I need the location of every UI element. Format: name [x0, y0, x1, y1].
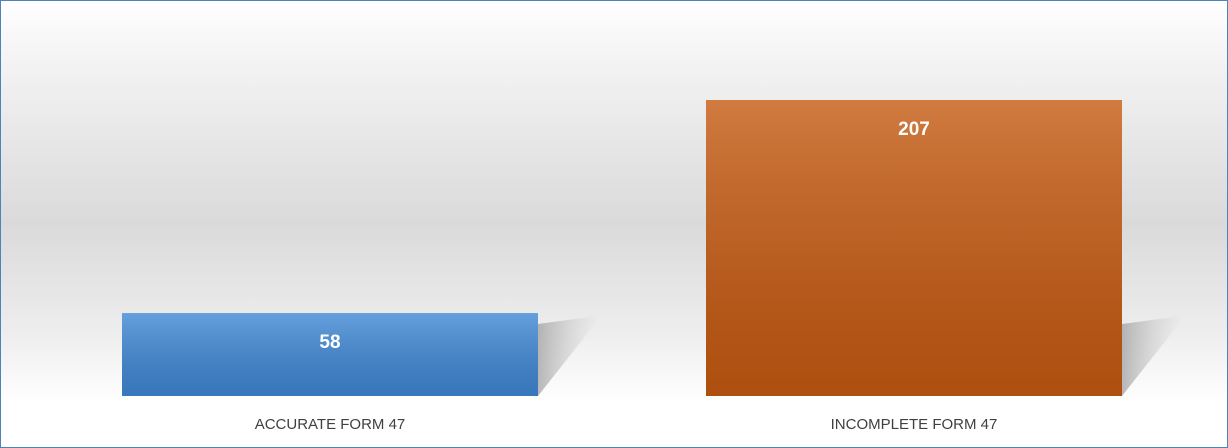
x-tick-label: ACCURATE FORM 47 — [255, 416, 406, 433]
data-label: 207 — [898, 119, 930, 140]
plot: ACCURATE FORM 47 58 INCOMPLETE FORM 47 207 — [122, 100, 1182, 433]
bar-shade — [706, 100, 1122, 396]
data-label: 58 — [319, 332, 340, 353]
bar-shade — [122, 313, 538, 396]
bar-shadow — [538, 316, 598, 396]
bar-shadow — [1122, 316, 1182, 396]
x-tick-label: INCOMPLETE FORM 47 — [831, 416, 998, 433]
